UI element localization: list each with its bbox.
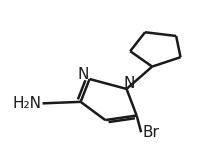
Text: N: N [78, 67, 89, 82]
Text: H₂N: H₂N [13, 96, 41, 111]
Text: Br: Br [142, 125, 159, 140]
Text: N: N [123, 76, 134, 91]
